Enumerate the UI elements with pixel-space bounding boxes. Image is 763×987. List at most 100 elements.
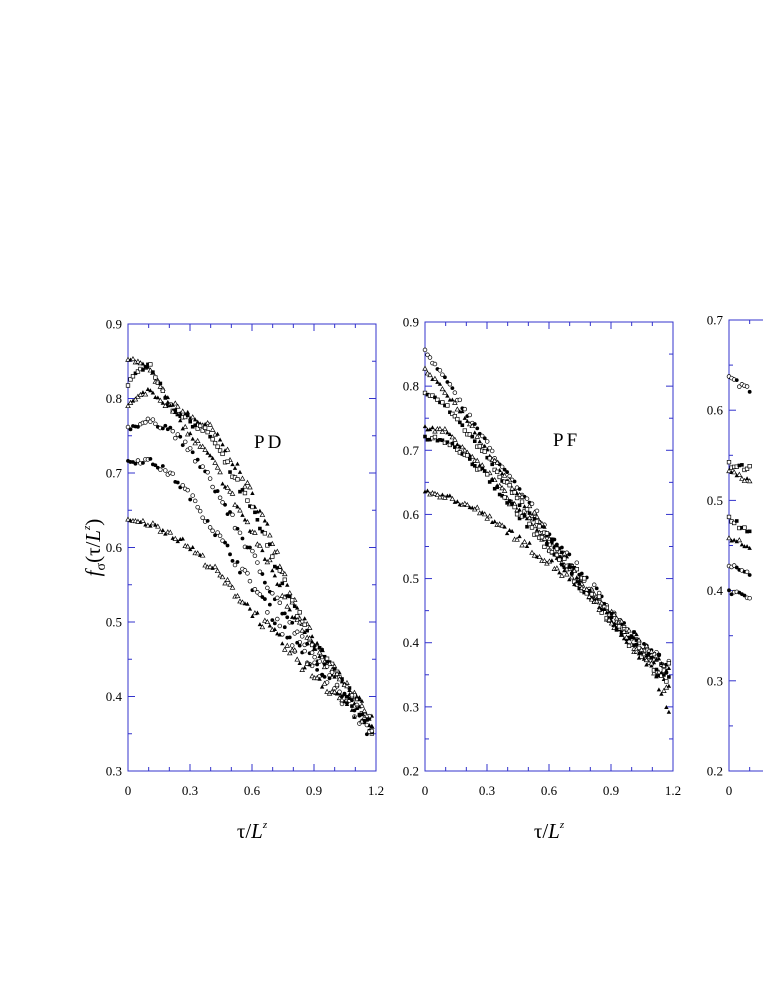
x-tick-label: 0.3 xyxy=(479,783,495,798)
data-point xyxy=(359,702,365,708)
data-point xyxy=(336,695,343,701)
data-point xyxy=(664,668,669,673)
data-point xyxy=(286,590,293,596)
data-point xyxy=(262,597,267,601)
data-point xyxy=(507,499,512,503)
data-point xyxy=(174,403,181,409)
data-point xyxy=(517,507,522,512)
y-tick-label: 0.4 xyxy=(707,583,724,598)
data-point xyxy=(175,412,180,417)
data-point xyxy=(583,586,590,592)
data-point xyxy=(137,360,144,366)
data-point xyxy=(462,447,468,453)
data-point xyxy=(194,437,201,443)
data-point xyxy=(606,616,612,622)
data-point xyxy=(504,480,510,485)
data-point xyxy=(739,542,745,547)
data-point xyxy=(425,352,430,358)
data-point xyxy=(500,493,504,498)
data-point xyxy=(262,617,268,623)
data-point xyxy=(252,586,258,592)
data-point xyxy=(599,610,604,615)
data-point xyxy=(212,440,218,446)
data-point xyxy=(726,514,732,520)
data-point xyxy=(173,410,178,415)
data-point xyxy=(309,639,315,644)
data-point xyxy=(306,635,313,641)
data-point xyxy=(746,478,753,484)
data-point xyxy=(179,408,186,414)
x-tick-label: 0.9 xyxy=(603,783,619,798)
data-point xyxy=(529,501,535,507)
data-point xyxy=(295,605,300,610)
data-point xyxy=(272,621,277,626)
data-point xyxy=(142,391,149,397)
data-point xyxy=(654,667,659,672)
data-point xyxy=(352,714,357,719)
data-point xyxy=(324,664,330,669)
data-point xyxy=(462,500,468,506)
data-point xyxy=(277,583,282,588)
data-point xyxy=(248,504,252,508)
data-point xyxy=(495,469,500,474)
data-point xyxy=(510,501,514,506)
data-point xyxy=(317,659,322,664)
data-point xyxy=(462,406,468,412)
data-point xyxy=(519,499,525,504)
data-point xyxy=(224,576,231,582)
data-point xyxy=(202,425,208,430)
data-point xyxy=(526,503,533,509)
data-point xyxy=(140,361,146,366)
data-point xyxy=(434,491,441,497)
data-point xyxy=(357,704,362,709)
data-point xyxy=(299,666,305,672)
data-point xyxy=(141,368,145,372)
data-point xyxy=(432,428,438,434)
data-point xyxy=(339,697,345,703)
data-point xyxy=(282,577,287,582)
data-point xyxy=(492,486,497,491)
data-point xyxy=(487,480,492,484)
data-point xyxy=(435,438,440,443)
data-point xyxy=(140,390,146,395)
data-point xyxy=(304,660,310,666)
series-3 xyxy=(726,514,752,534)
data-point xyxy=(250,504,255,510)
data-point xyxy=(190,436,195,441)
data-point xyxy=(302,616,307,621)
data-point xyxy=(215,444,220,449)
data-point xyxy=(340,677,344,681)
data-point xyxy=(608,620,615,626)
data-point xyxy=(190,493,195,498)
data-point xyxy=(331,688,338,695)
data-point xyxy=(545,542,549,546)
data-point xyxy=(499,471,505,476)
data-point xyxy=(740,463,744,467)
data-point xyxy=(235,560,240,564)
data-point xyxy=(440,372,445,377)
data-point xyxy=(475,426,480,431)
data-point xyxy=(450,441,455,446)
data-point xyxy=(202,562,208,568)
data-point xyxy=(170,471,176,476)
data-point xyxy=(321,680,328,686)
data-point xyxy=(527,521,532,527)
data-point xyxy=(664,679,669,684)
data-point xyxy=(489,448,495,454)
data-point xyxy=(202,446,208,452)
data-point xyxy=(649,656,654,660)
x-tick-label: 0 xyxy=(726,783,733,798)
data-point xyxy=(262,531,268,536)
data-point xyxy=(185,413,190,418)
data-point xyxy=(455,442,460,447)
data-point xyxy=(357,697,362,702)
data-point xyxy=(438,438,442,442)
data-point xyxy=(487,456,492,461)
data-point xyxy=(499,485,505,491)
data-point xyxy=(250,490,255,495)
data-point xyxy=(153,375,158,380)
data-point xyxy=(248,545,252,550)
data-point xyxy=(275,566,280,570)
data-point xyxy=(175,480,180,485)
data-point xyxy=(268,542,272,547)
